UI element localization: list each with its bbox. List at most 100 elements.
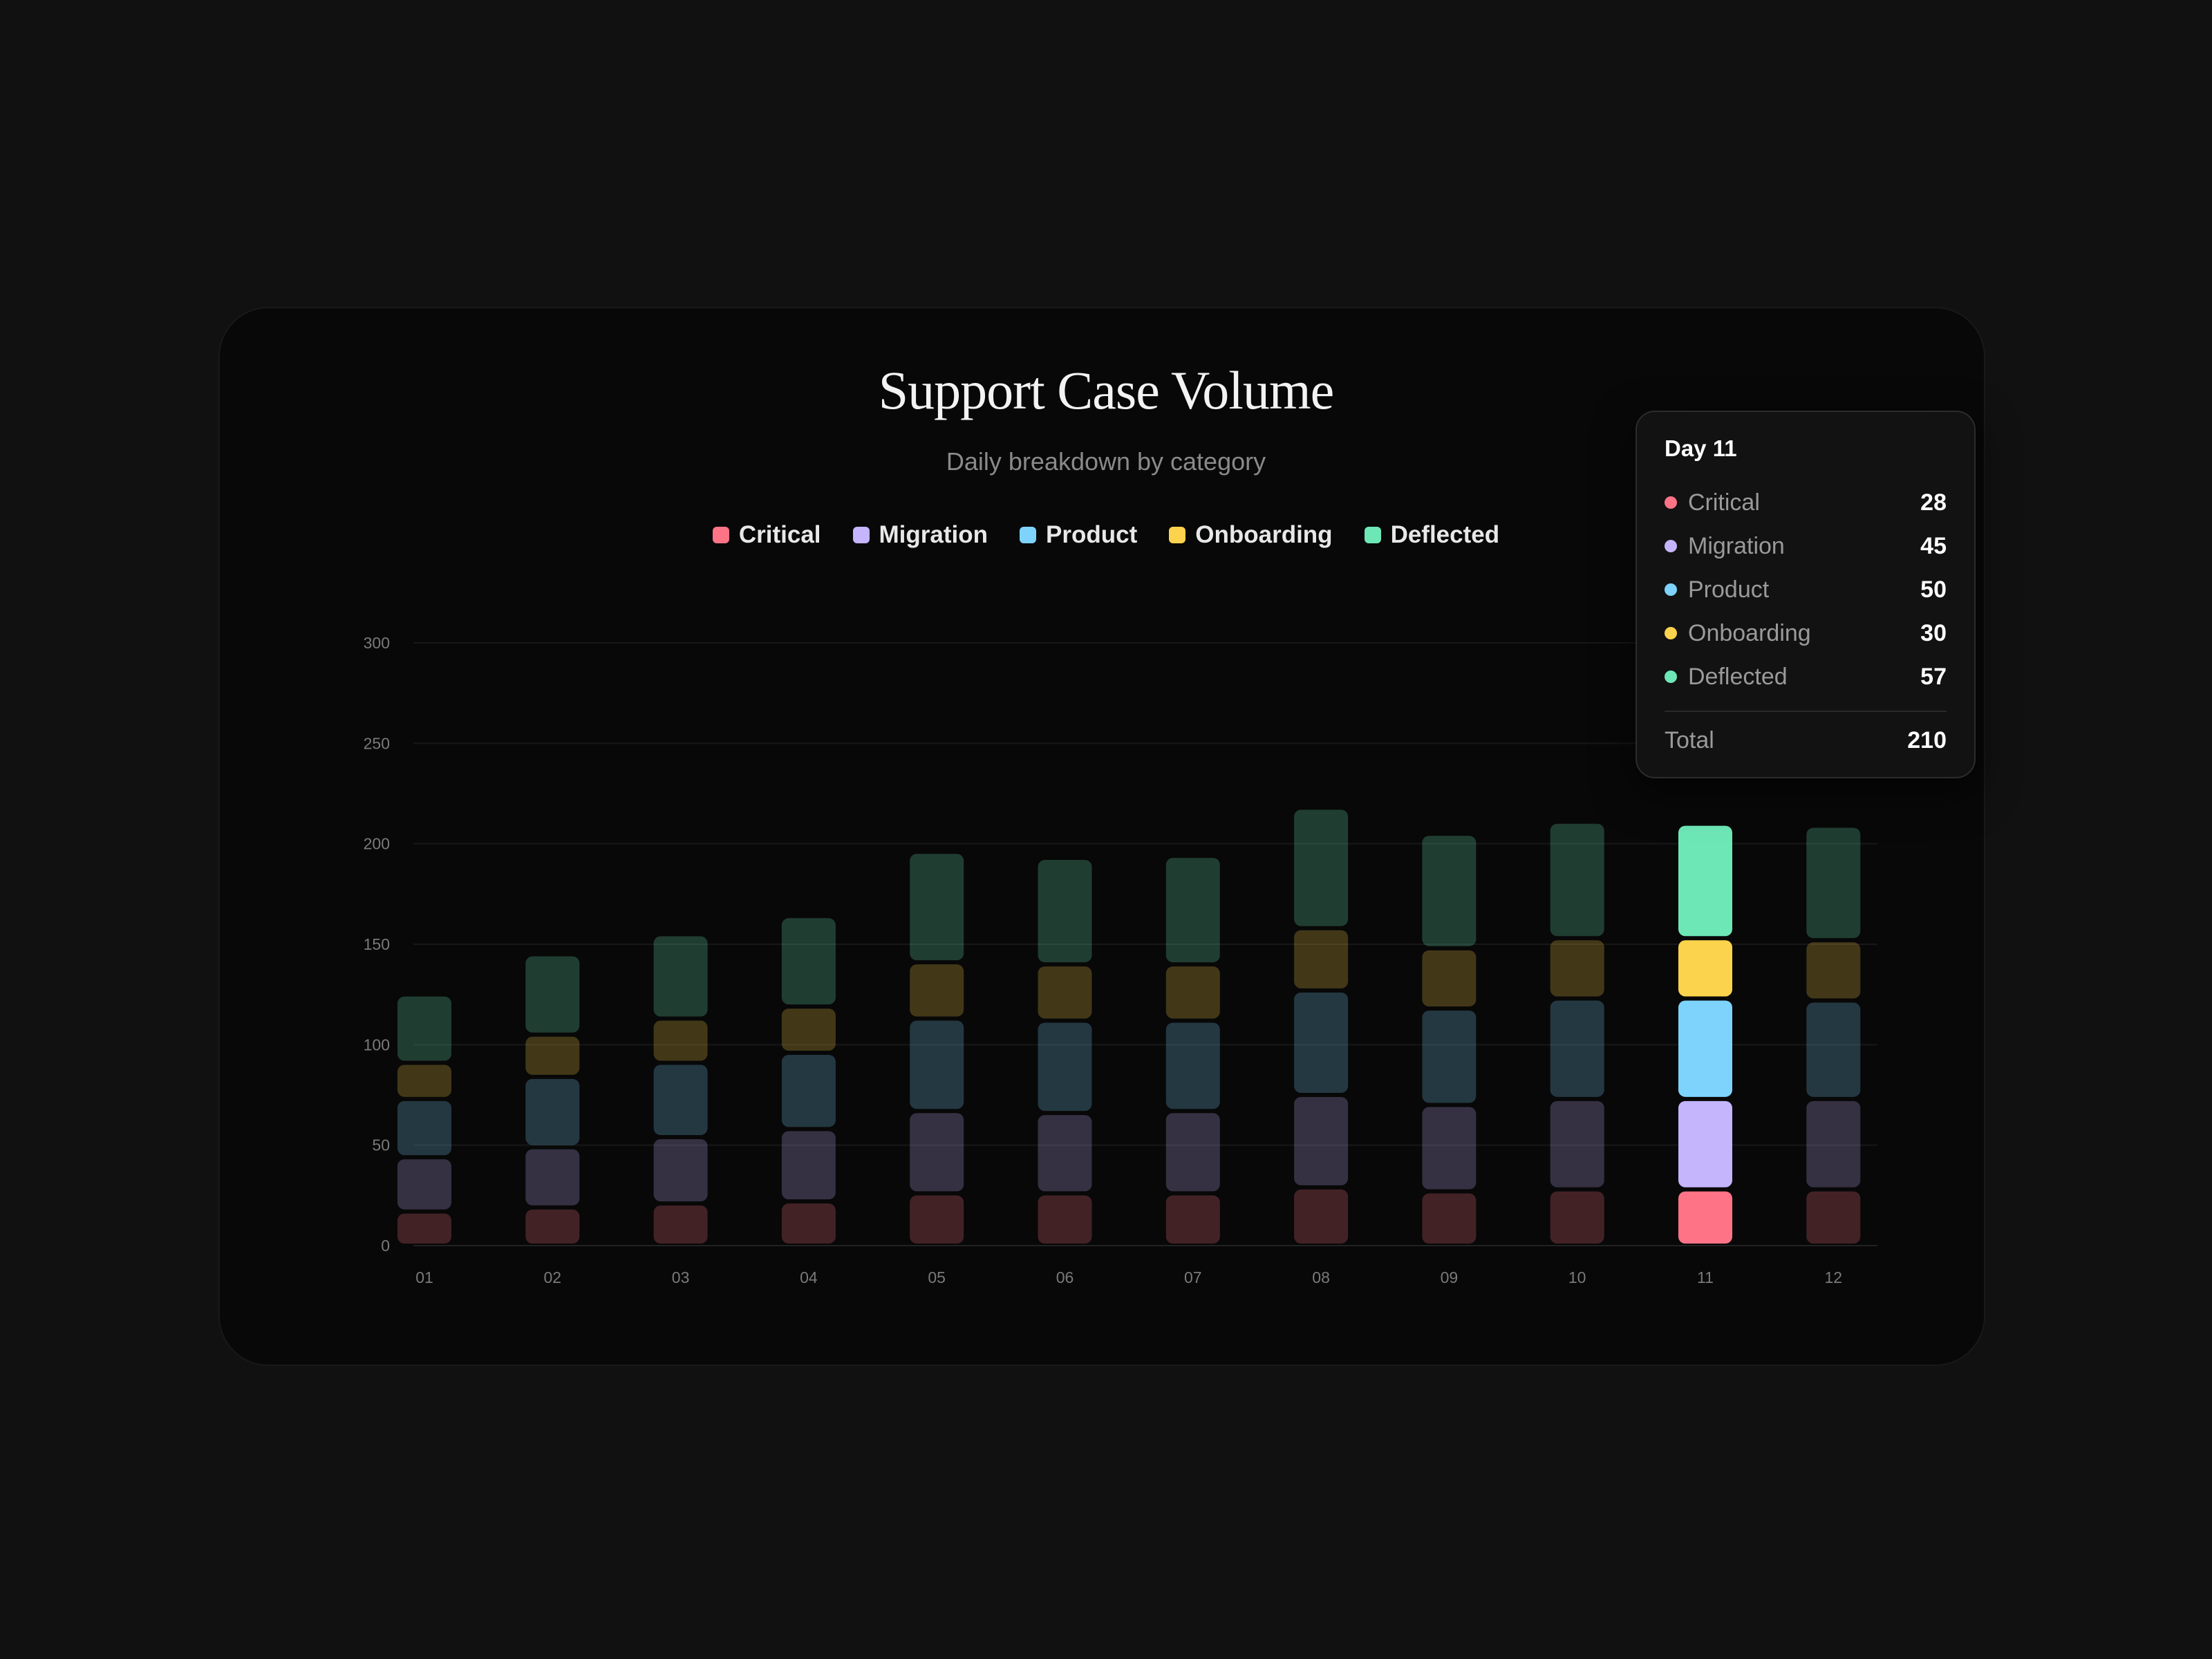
y-tick-label-250: 250	[364, 734, 390, 752]
tooltip-total-label: Total	[1665, 727, 1714, 753]
bar-segment-critical-day-10[interactable]	[1550, 1191, 1604, 1244]
x-tick-label-04: 04	[800, 1268, 818, 1286]
bar-segment-migration-day-02[interactable]	[525, 1149, 580, 1206]
chart-title: Support Case Volume	[878, 360, 1334, 420]
tooltip-row-deflected: Deflected 57	[1665, 655, 1947, 698]
bar-segment-critical-day-05[interactable]	[910, 1195, 964, 1244]
bar-segment-onboarding-day-10[interactable]	[1550, 940, 1604, 997]
bar-segment-critical-day-03[interactable]	[653, 1205, 708, 1244]
y-tick-label-300: 300	[364, 634, 390, 652]
bar-segment-critical-day-04[interactable]	[781, 1203, 836, 1244]
bar-segment-deflected-day-11[interactable]	[1678, 825, 1732, 937]
chart-subtitle: Daily breakdown by category	[946, 447, 1266, 476]
bar-segment-critical-day-09[interactable]	[1422, 1193, 1477, 1244]
bar-segment-onboarding-day-03[interactable]	[653, 1020, 708, 1061]
bar-segment-product-day-05[interactable]	[910, 1020, 964, 1109]
tooltip-dot-migration	[1665, 539, 1677, 552]
bar-segment-migration-day-07[interactable]	[1165, 1113, 1220, 1192]
bar-segment-critical-day-12[interactable]	[1806, 1191, 1861, 1244]
legend-item-migration[interactable]: Migration	[852, 521, 988, 548]
bar-segment-migration-day-05[interactable]	[910, 1113, 964, 1192]
bar-segment-critical-day-02[interactable]	[525, 1209, 580, 1244]
bar-segment-onboarding-day-07[interactable]	[1165, 966, 1220, 1019]
bar-segment-critical-day-01[interactable]	[397, 1213, 451, 1244]
bar-segment-migration-day-10[interactable]	[1550, 1100, 1604, 1188]
bar-segment-deflected-day-12[interactable]	[1806, 827, 1861, 939]
legend-swatch-migration	[852, 526, 870, 543]
bar-segment-product-day-01[interactable]	[397, 1100, 451, 1156]
x-tick-label-12: 12	[1825, 1268, 1843, 1286]
bar-segment-deflected-day-10[interactable]	[1550, 823, 1604, 937]
bar-segment-product-day-08[interactable]	[1294, 992, 1349, 1093]
bar-segment-onboarding-day-05[interactable]	[910, 964, 964, 1017]
bar-segment-migration-day-01[interactable]	[397, 1159, 451, 1210]
bar-segment-critical-day-07[interactable]	[1165, 1195, 1220, 1244]
y-tick-label-100: 100	[364, 1035, 390, 1053]
tooltip-value-onboarding: 30	[1920, 619, 1947, 646]
bar-segment-deflected-day-07[interactable]	[1165, 858, 1220, 963]
bar-segment-deflected-day-08[interactable]	[1294, 809, 1349, 926]
legend-item-deflected[interactable]: Deflected	[1364, 523, 1499, 547]
bar-segment-product-day-11[interactable]	[1678, 1000, 1732, 1097]
bar-segment-product-day-02[interactable]	[525, 1078, 580, 1145]
tooltip-total-row: Total 210	[1665, 729, 1947, 752]
x-tick-label-06: 06	[1056, 1268, 1074, 1286]
bar-segment-deflected-day-03[interactable]	[653, 936, 708, 1017]
x-tick-label-05: 05	[928, 1268, 946, 1286]
x-tick-label-09: 09	[1441, 1268, 1459, 1286]
bar-segment-migration-day-06[interactable]	[1038, 1115, 1092, 1192]
bar-segment-migration-day-12[interactable]	[1806, 1100, 1861, 1188]
x-tick-label-02: 02	[544, 1268, 562, 1286]
legend-label-product: Product	[1046, 521, 1138, 548]
bar-segment-product-day-10[interactable]	[1550, 1000, 1604, 1097]
bar-segment-migration-day-04[interactable]	[781, 1131, 836, 1200]
x-tick-label-08: 08	[1312, 1268, 1330, 1286]
legend-swatch-critical	[712, 526, 729, 543]
tooltip-value-deflected: 57	[1920, 663, 1947, 690]
bar-segment-migration-day-08[interactable]	[1294, 1097, 1349, 1185]
bar-segment-onboarding-day-01[interactable]	[397, 1065, 451, 1097]
bar-segment-onboarding-day-02[interactable]	[525, 1036, 580, 1075]
legend-label-onboarding: Onboarding	[1195, 521, 1333, 548]
bar-segment-product-day-12[interactable]	[1806, 1002, 1861, 1097]
legend-swatch-deflected	[1364, 526, 1381, 543]
bar-segment-product-day-04[interactable]	[781, 1054, 836, 1127]
tooltip-label-deflected: Deflected	[1688, 663, 1788, 690]
tooltip-dot-critical	[1665, 496, 1677, 509]
bar-segment-onboarding-day-12[interactable]	[1806, 942, 1861, 999]
bar-segment-migration-day-09[interactable]	[1422, 1107, 1477, 1190]
bar-segment-onboarding-day-11[interactable]	[1678, 940, 1732, 997]
legend-item-critical[interactable]: Critical	[712, 523, 821, 547]
bar-segment-deflected-day-01[interactable]	[397, 996, 451, 1061]
y-tick-label-200: 200	[364, 835, 390, 853]
bar-segment-onboarding-day-06[interactable]	[1038, 966, 1092, 1019]
bar-segment-deflected-day-02[interactable]	[525, 956, 580, 1033]
bar-segment-migration-day-03[interactable]	[653, 1139, 708, 1201]
tooltip-dot-onboarding	[1665, 626, 1677, 639]
bar-segment-migration-day-11[interactable]	[1678, 1100, 1732, 1188]
legend-item-onboarding[interactable]: Onboarding	[1169, 521, 1333, 548]
tooltip-row-migration: Migration 45	[1665, 524, 1947, 568]
legend-item-product[interactable]: Product	[1020, 523, 1137, 547]
bar-segment-product-day-06[interactable]	[1038, 1022, 1092, 1112]
bar-segment-product-day-09[interactable]	[1422, 1011, 1477, 1103]
bar-segment-onboarding-day-04[interactable]	[781, 1009, 836, 1051]
bar-segment-product-day-03[interactable]	[653, 1065, 708, 1136]
bar-segment-critical-day-11[interactable]	[1678, 1191, 1732, 1244]
x-tick-label-07: 07	[1184, 1268, 1202, 1286]
legend-label-migration: Migration	[879, 521, 988, 548]
bar-segment-critical-day-08[interactable]	[1294, 1189, 1349, 1244]
x-tick-label-11: 11	[1697, 1268, 1714, 1286]
bar-segment-product-day-07[interactable]	[1165, 1022, 1220, 1109]
x-tick-label-01: 01	[415, 1268, 433, 1286]
bar-segment-deflected-day-04[interactable]	[781, 918, 836, 1005]
bar-segment-deflected-day-06[interactable]	[1038, 860, 1092, 963]
bar-segment-deflected-day-09[interactable]	[1422, 836, 1477, 946]
bar-segment-critical-day-06[interactable]	[1038, 1195, 1092, 1244]
legend: Critical Migration Product Onboarding De…	[0, 523, 2212, 547]
bar-segment-deflected-day-05[interactable]	[910, 854, 964, 961]
bar-segment-onboarding-day-09[interactable]	[1422, 950, 1477, 1007]
bar-segment-onboarding-day-08[interactable]	[1294, 930, 1349, 988]
tooltip-divider	[1665, 711, 1947, 712]
